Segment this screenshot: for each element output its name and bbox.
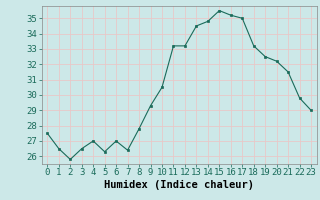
X-axis label: Humidex (Indice chaleur): Humidex (Indice chaleur) [104, 180, 254, 190]
